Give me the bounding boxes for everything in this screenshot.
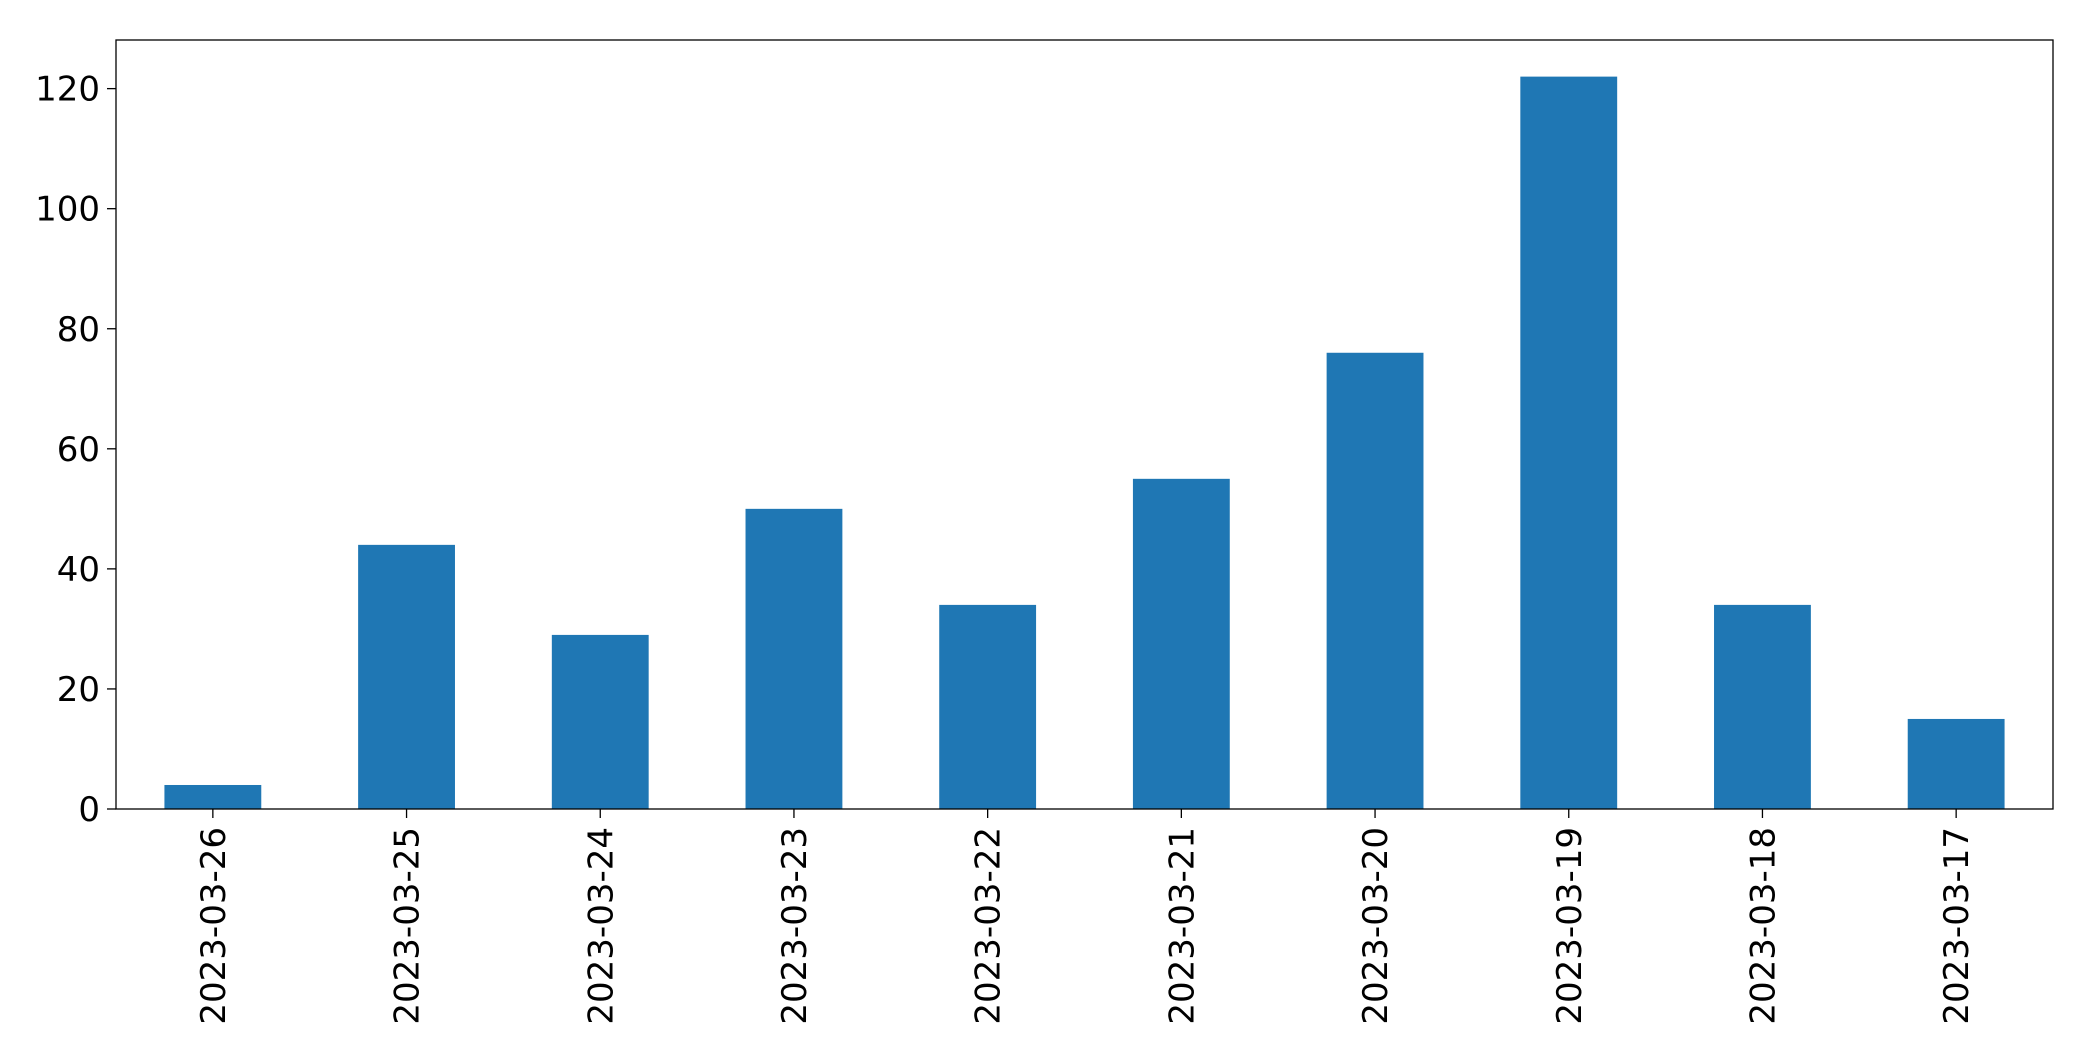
x-tick-label: 2023-03-24 (581, 827, 621, 1025)
bar (1326, 352, 1424, 809)
bar (358, 544, 455, 809)
bar (1132, 478, 1230, 809)
x-tick-label: 2023-03-25 (388, 827, 428, 1025)
bar (939, 604, 1037, 809)
bar (164, 784, 262, 809)
x-tick-label: 2023-03-23 (775, 827, 815, 1025)
y-tick-label: 20 (57, 670, 100, 710)
y-tick-label: 120 (35, 70, 100, 110)
y-tick-label: 100 (35, 190, 100, 230)
bar (551, 634, 649, 809)
x-tick-label: 2023-03-19 (1550, 827, 1590, 1025)
bar (745, 508, 843, 809)
x-tick-label: 2023-03-22 (969, 827, 1009, 1025)
y-tick-label: 0 (78, 790, 100, 830)
bar (1907, 718, 2005, 809)
x-tick-label: 2023-03-17 (1937, 827, 1977, 1025)
bar (1520, 76, 1618, 810)
y-tick-label: 40 (57, 550, 100, 590)
x-tick-label: 2023-03-21 (1162, 827, 1202, 1025)
y-tick-label: 60 (57, 430, 100, 470)
y-tick-label: 80 (57, 310, 100, 350)
x-tick-label: 2023-03-20 (1356, 827, 1396, 1025)
x-tick-label: 2023-03-26 (194, 827, 234, 1025)
x-tick-label: 2023-03-18 (1743, 827, 1783, 1025)
axes-frame (115, 39, 2054, 810)
bar (1714, 604, 1811, 809)
